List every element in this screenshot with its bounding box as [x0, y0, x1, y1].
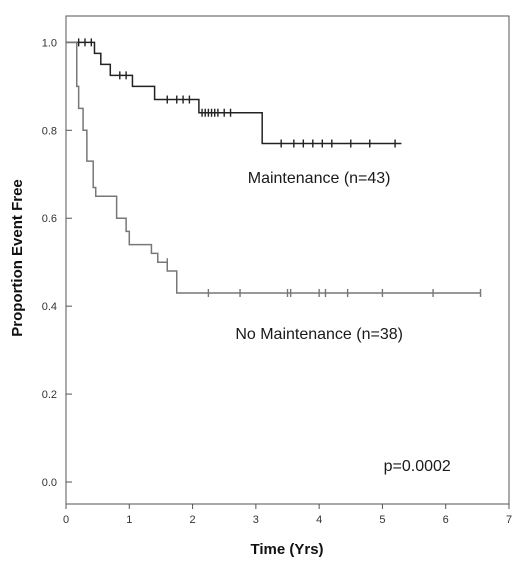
series-1	[66, 41, 482, 297]
y-tick-label: 0.8	[42, 125, 57, 137]
x-tick-label: 6	[443, 514, 449, 526]
x-tick-label: 1	[126, 514, 132, 526]
x-tick-label: 5	[379, 514, 385, 526]
plot-frame	[65, 15, 510, 505]
y-tick-label: 0.6	[42, 213, 57, 225]
annotation: No Maintenance (n=38)	[235, 326, 403, 343]
x-axis: 0 1 2 3 4 5 6 7	[63, 504, 512, 526]
y-tick-label: 0.2	[42, 389, 57, 401]
x-tick-label: 0	[63, 514, 69, 526]
annotations: Maintenance (n=43) No Maintenance (n=38) p…	[235, 170, 451, 475]
y-tick-label: 1.0	[42, 37, 57, 49]
y-axis-title: Proportion Event Free	[9, 179, 26, 337]
x-tick-label: 2	[190, 514, 196, 526]
series-layer	[66, 38, 482, 297]
annotation: p=0.0002	[384, 458, 451, 475]
y-axis: 0.0 0.2 0.4 0.6 0.8 1.0	[42, 37, 72, 489]
x-tick-label: 3	[253, 514, 259, 526]
y-tick-label: 0.4	[42, 301, 57, 313]
km-curve	[66, 41, 481, 294]
series-0	[66, 38, 402, 148]
annotation: Maintenance (n=43)	[248, 170, 391, 187]
x-axis-title: Time (Yrs)	[250, 541, 323, 558]
x-tick-label: 4	[316, 514, 322, 526]
y-tick-label: 0.0	[42, 477, 57, 489]
km-curve	[66, 41, 402, 145]
x-tick-label: 7	[506, 514, 512, 526]
